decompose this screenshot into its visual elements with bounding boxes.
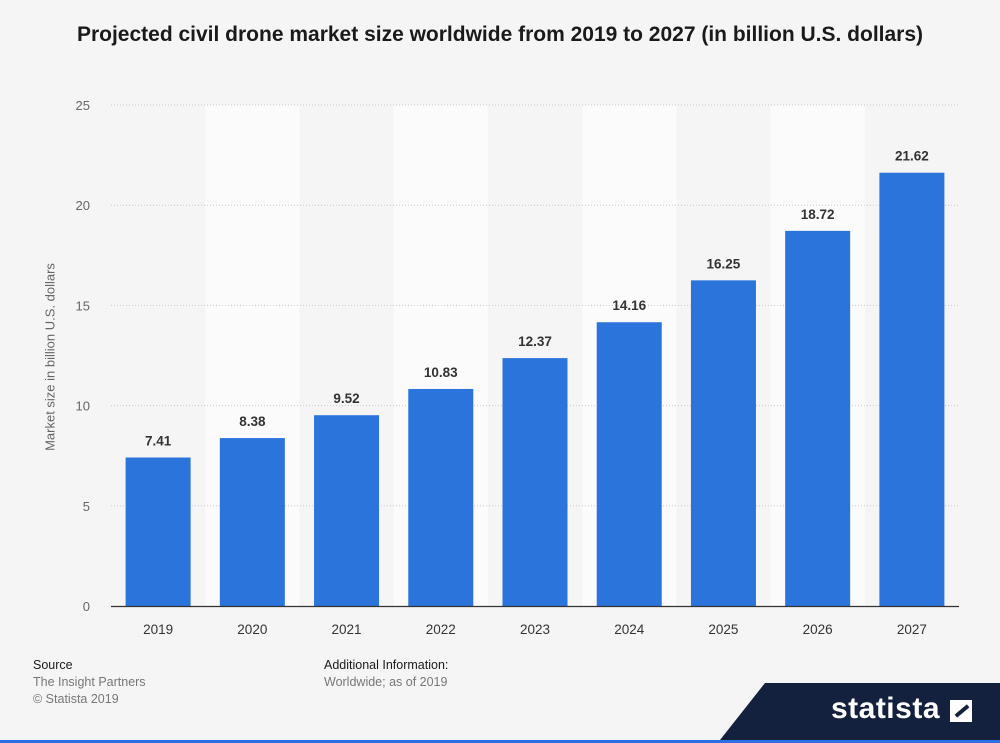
x-tick-label: 2022: [426, 622, 456, 637]
y-tick-label: 15: [76, 298, 90, 313]
x-tick-label: 2025: [708, 622, 738, 637]
data-label: 18.72: [801, 207, 835, 222]
data-label: 7.41: [145, 434, 172, 449]
x-tick-label: 2027: [897, 622, 927, 637]
x-tick-label: 2023: [520, 622, 550, 637]
bar: [408, 388, 474, 606]
data-label: 9.52: [333, 391, 359, 406]
data-label: 10.83: [424, 365, 458, 380]
brand-name: statista: [830, 692, 940, 725]
source-heading: Source: [33, 658, 73, 672]
logo-wedge: [720, 683, 765, 740]
y-tick-label: 10: [76, 399, 90, 414]
data-label: 14.16: [612, 298, 646, 313]
additional-info-heading: Additional Information:: [324, 658, 449, 672]
additional-info-block: Additional Information: Worldwide; as of…: [324, 657, 448, 691]
data-label: 12.37: [518, 334, 552, 349]
y-tick-label: 20: [76, 198, 90, 213]
x-tick-label: 2019: [143, 622, 173, 637]
chart-title: Projected civil drone market size worldw…: [76, 23, 924, 46]
x-tick-label: 2021: [332, 622, 362, 637]
data-label: 8.38: [239, 414, 266, 429]
bar: [314, 415, 380, 606]
y-tick-label: 0: [83, 599, 90, 614]
additional-info-text: Worldwide; as of 2019: [324, 675, 448, 689]
y-tick-label: 25: [76, 98, 90, 113]
copyright: © Statista 2019: [33, 692, 119, 706]
bar: [690, 280, 756, 606]
bar: [219, 438, 285, 606]
bar: [125, 457, 191, 606]
bar: [502, 358, 568, 606]
data-label: 16.25: [707, 256, 741, 271]
statista-logo-icon: [950, 700, 972, 722]
x-tick-label: 2024: [614, 622, 645, 637]
bottom-accent-bar: [0, 740, 1000, 743]
y-tick-label: 5: [83, 499, 90, 514]
y-axis-label: Market size in billion U.S. dollars: [42, 263, 58, 451]
data-label: 21.62: [895, 149, 929, 164]
bar: [785, 230, 851, 606]
bar: [879, 172, 945, 606]
bar: [596, 322, 662, 606]
source-name[interactable]: The Insight Partners: [33, 675, 146, 689]
x-tick-label: 2026: [803, 622, 833, 637]
source-block: Source The Insight Partners © Statista 2…: [33, 657, 146, 708]
x-tick-label: 2020: [237, 622, 267, 637]
